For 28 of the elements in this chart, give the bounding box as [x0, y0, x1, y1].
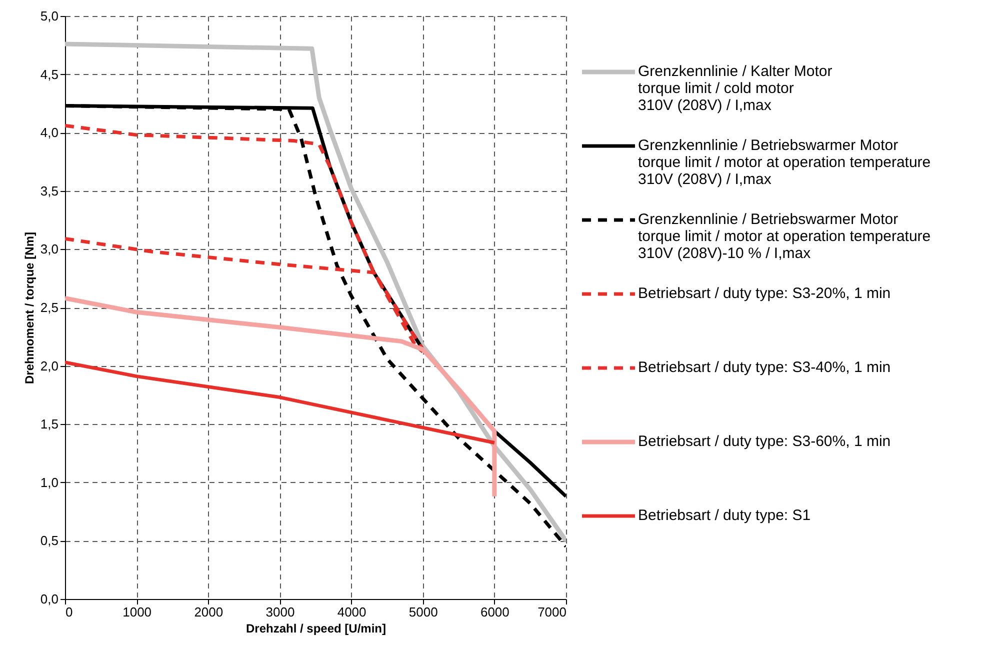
y-tick-label: 2,5: [40, 300, 58, 315]
y-tick-label: 1,0: [40, 474, 58, 490]
legend-label: Grenzkennlinie / Betriebswarmer Motor torque limit / motor at operation temperature 310V (208V) / I,max: [638, 137, 931, 188]
legend-label: Betriebsart / duty type: S3-20%, 1 min: [638, 285, 891, 302]
legend-label: Grenzkennlinie / Kalter Motor torque limit / cold motor 310V (208V) / I,max: [638, 63, 832, 114]
x-tick-label: 1000: [122, 604, 152, 620]
legend-label: Betriebsart / duty type: S3-40%, 1 min: [638, 359, 891, 376]
legend-label: Betriebsart / duty type: S3-60%, 1 min: [638, 433, 891, 450]
y-tick-label: 0,0: [40, 592, 58, 606]
x-tick-label: 0: [66, 604, 73, 620]
y-tick-label: 2,0: [40, 358, 58, 374]
y-axis-title: Drehmoment / torque [Nm]: [22, 232, 36, 384]
x-tick-label: 6000: [480, 604, 510, 620]
x-tick-label: 5000: [408, 604, 438, 620]
y-tick-label: 1,5: [40, 416, 58, 432]
legend-label: Betriebsart / duty type: S1: [638, 507, 811, 524]
x-axis-title: Drehzahl / speed [U/min]: [246, 622, 386, 636]
legend-label: Grenzkennlinie / Betriebswarmer Motor torque limit / motor at operation temperature 310V (208V)-10 % / I,max: [638, 211, 931, 262]
x-tick-label: 3000: [266, 604, 295, 620]
y-tick-label: 4,0: [40, 125, 58, 140]
y-tick-label: 0,5: [40, 533, 58, 548]
x-tick-label: 4000: [337, 604, 366, 620]
y-tick-label: 3,0: [40, 242, 58, 257]
y-tick-label: 3,5: [40, 183, 58, 198]
y-tick-label: 5,0: [40, 8, 58, 24]
y-tick-label: 4,5: [40, 66, 58, 82]
x-tick-label: 2000: [194, 604, 224, 620]
x-tick-label: 7000: [538, 604, 566, 620]
